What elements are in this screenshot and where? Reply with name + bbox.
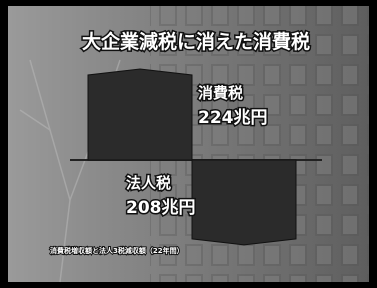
chart-title: 大企業減税に消えた消費税 [82, 30, 310, 53]
bar [88, 69, 192, 160]
page: {"chart_data": {"type": "bar", "title": … [0, 0, 377, 288]
category-label: 消費税 [198, 84, 243, 102]
note: 消費税増収額と法人3税減収額（22年間） [50, 246, 184, 255]
value-label: 224兆円 [198, 108, 268, 128]
value-label: 208兆円 [126, 198, 196, 218]
chart: 大企業減税に消えた消費税 消費税増収額と法人3税減収額（22年間） 消費税 224… [0, 0, 377, 288]
category-label: 法人税 [126, 174, 171, 192]
bar [192, 160, 296, 245]
